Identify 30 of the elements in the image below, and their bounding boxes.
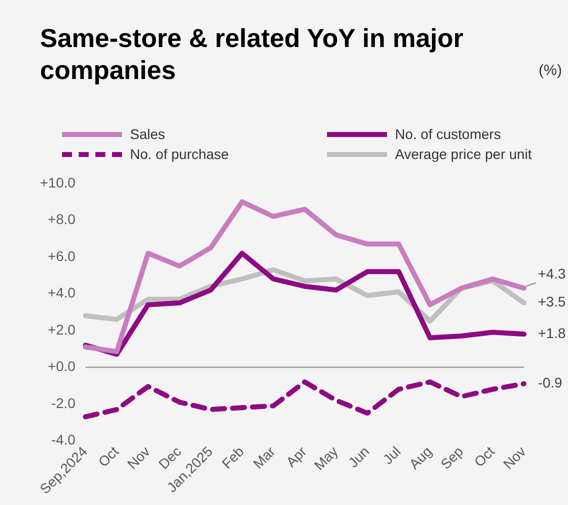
y-tick-label: +10.0 bbox=[40, 174, 76, 190]
x-tick-label: May bbox=[310, 443, 341, 474]
y-tick-label: +0.0 bbox=[48, 358, 76, 374]
y-tick-label: -2.0 bbox=[51, 394, 76, 411]
x-tick-label: Aug bbox=[406, 443, 435, 472]
legend-label: Average price per unit bbox=[395, 146, 532, 162]
y-tick-label: +6.0 bbox=[48, 248, 76, 264]
x-tick-label: Apr bbox=[282, 442, 310, 470]
legend-label: No. of purchase bbox=[130, 146, 229, 162]
x-tick-label: Mar bbox=[250, 442, 278, 472]
y-tick-label: +2.0 bbox=[48, 321, 76, 338]
x-tick-label: Nov bbox=[500, 443, 529, 472]
x-tick-label: Oct bbox=[94, 443, 122, 470]
x-tick-label: Feb bbox=[218, 443, 248, 472]
data-label: +4.3 bbox=[538, 266, 566, 282]
data-label: -0.9 bbox=[538, 374, 562, 391]
chart-title: Same-store & related YoY in major companies bbox=[40, 22, 464, 86]
x-tick-label: Oct bbox=[470, 443, 498, 470]
data-label: +1.8 bbox=[538, 324, 566, 341]
text: (%) bbox=[538, 62, 562, 79]
y-tick-label: +8.0 bbox=[48, 211, 76, 228]
y-tick-label: +4.0 bbox=[48, 284, 76, 301]
y-tick-label: -4.0 bbox=[51, 432, 76, 448]
x-tick-label: Jul bbox=[380, 443, 404, 468]
legend-label: Sales bbox=[130, 126, 166, 142]
x-tick-label: Sep bbox=[437, 443, 466, 472]
legend-label: No. of customers bbox=[395, 126, 501, 142]
data-label: +3.5 bbox=[538, 294, 566, 310]
x-tick-label: Nov bbox=[124, 443, 153, 472]
x-tick-label: Jun bbox=[344, 443, 372, 470]
